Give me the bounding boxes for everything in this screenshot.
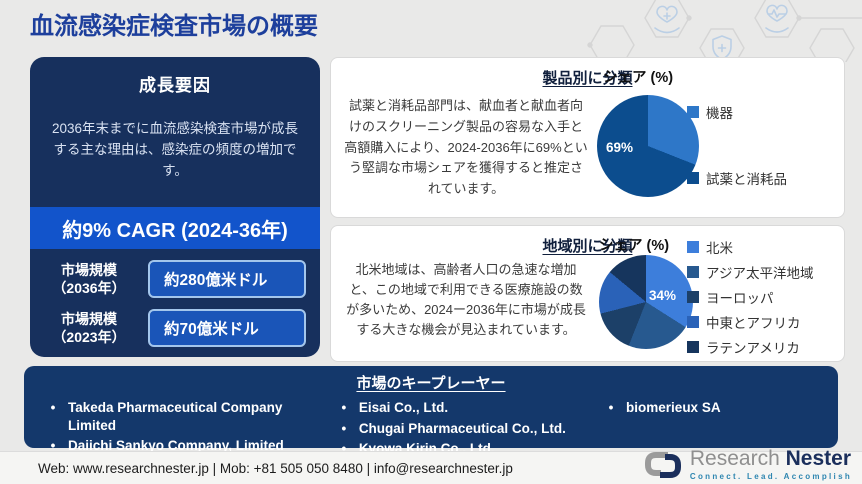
hand-holding-heart-icon — [654, 5, 680, 34]
cagr-banner: 約9% CAGR (2024-36年) — [30, 207, 320, 249]
legend-item: ラテンアメリカ — [687, 337, 813, 357]
region-pie-percent-label: 34% — [649, 288, 677, 303]
logo-word-research: Research — [689, 447, 780, 470]
footer-band — [0, 451, 862, 484]
legend-label: アジア太平洋地域 — [706, 266, 814, 281]
bullet-icon: • — [50, 400, 56, 415]
growth-panel: 成長要因 2036年末までに血流感染検査市場が成長する主な理由は、感染症の頻度の… — [30, 57, 320, 357]
growth-panel-body: 2036年末までに血流感染検査市場が成長する主な理由は、感染症の頻度の増加です。 — [51, 121, 299, 178]
bullet-icon: • — [341, 400, 347, 415]
shield-cross-icon — [712, 35, 732, 61]
legend-label: 試薬と消耗品 — [706, 172, 787, 187]
legend-swatch — [687, 266, 699, 278]
region-segment-card: 地域別に分類 北米地域は、高齢者人口の急速な増加と、この地域で利用できる医療施設… — [330, 225, 845, 362]
bullet-icon: • — [341, 441, 347, 457]
region-chart-title: シェア (%) — [599, 238, 670, 254]
hex-pattern-decoration — [587, 0, 862, 62]
product-pie-chart: 69% — [597, 95, 699, 197]
logo-text: Research Nester Connect. Lead. Accomplis… — [690, 448, 852, 481]
product-legend: 機器 試薬と消耗品 — [687, 102, 787, 188]
legend-label: 北米 — [706, 241, 733, 256]
legend-swatch — [687, 241, 699, 253]
legend-swatch — [687, 316, 699, 328]
key-player-item: • Chugai Pharmaceutical Co., Ltd. — [329, 420, 596, 438]
product-card-title: 製品別に分類 — [542, 70, 633, 87]
key-players-column-3: • biomerieux SA — [596, 399, 824, 461]
key-player-item: • Daiichi Sankyo Company, Limited — [38, 437, 329, 455]
logo-tagline: Connect. Lead. Accomplish — [689, 472, 852, 481]
legend-item: 試薬と消耗品 — [687, 168, 787, 188]
key-player-item: • biomerieux SA — [596, 399, 824, 417]
legend-item: 中東とアフリカ — [687, 312, 813, 332]
legend-swatch — [687, 291, 699, 303]
product-card-body: 試薬と消耗品部門は、献血者と献血者向けのスクリーニング製品の容易な入手と高額購入… — [344, 98, 588, 197]
legend-label: 中東とアフリカ — [706, 316, 801, 331]
legend-item: 機器 — [687, 102, 787, 122]
legend-label: ヨーロッパ — [706, 291, 774, 306]
legend-item: 北米 — [687, 237, 813, 257]
legend-swatch — [687, 341, 699, 353]
research-nester-logo: Research Nester Connect. Lead. Accomplis… — [643, 448, 852, 481]
bullet-icon: • — [341, 420, 347, 436]
footer-contact: Web: www.researchnester.jp | Mob: +81 50… — [38, 461, 513, 476]
product-pie-percent-label: 69% — [606, 140, 634, 155]
product-chart-title: シェア (%) — [603, 70, 674, 86]
bullet-icon: • — [50, 438, 56, 454]
market-size-label-2036: 市場規模 （2036年） — [52, 261, 126, 296]
logo-word-nester: Nester — [785, 447, 851, 470]
page-title: 血流感染症検査市場の概要 — [30, 13, 318, 40]
product-segment-card: 製品別に分類 試薬と消耗品部門は、献血者と献血者向けのスクリーニング製品の容易な… — [330, 57, 845, 218]
region-legend: 北米 アジア太平洋地域 ヨーロッパ 中東とアフリカ ラテンアメリカ — [687, 237, 813, 357]
legend-item: アジア太平洋地域 — [687, 262, 813, 282]
key-player-item: • Takeda Pharmaceutical Company Limited — [38, 399, 329, 434]
growth-panel-title: 成長要因 — [139, 76, 211, 95]
market-size-row-2036: 市場規模 （2036年） 約280億米ドル — [30, 260, 320, 298]
region-card-title: 地域別に分類 — [542, 238, 633, 255]
legend-swatch — [687, 172, 699, 184]
market-size-row-2023: 市場規模 （2023年） 約70億米ドル — [30, 309, 320, 347]
legend-swatch — [687, 106, 699, 118]
key-players-title: 市場のキープレーヤー — [356, 375, 506, 392]
key-players-panel: 市場のキープレーヤー • Takeda Pharmaceutical Compan… — [24, 366, 838, 456]
key-player-item: • Eisai Co., Ltd. — [329, 399, 596, 417]
region-card-body: 北米地域は、高齢者人口の急速な増加と、この地域で利用できる医療施設の数が多いため… — [346, 262, 586, 338]
heart-pulse-hand-icon — [765, 4, 789, 33]
legend-item: ヨーロッパ — [687, 287, 813, 307]
key-players-column-1: • Takeda Pharmaceutical Company Limited •… — [38, 399, 329, 461]
legend-label: 機器 — [706, 106, 733, 121]
legend-label: ラテンアメリカ — [706, 341, 800, 356]
market-size-value-2036: 約280億米ドル — [148, 260, 306, 298]
market-size-label-2023: 市場規模 （2023年） — [52, 310, 126, 345]
region-pie-chart: 34% — [599, 255, 693, 349]
market-size-value-2023: 約70億米ドル — [148, 309, 306, 347]
bullet-icon: • — [608, 400, 614, 415]
logo-mark-icon — [644, 451, 681, 478]
